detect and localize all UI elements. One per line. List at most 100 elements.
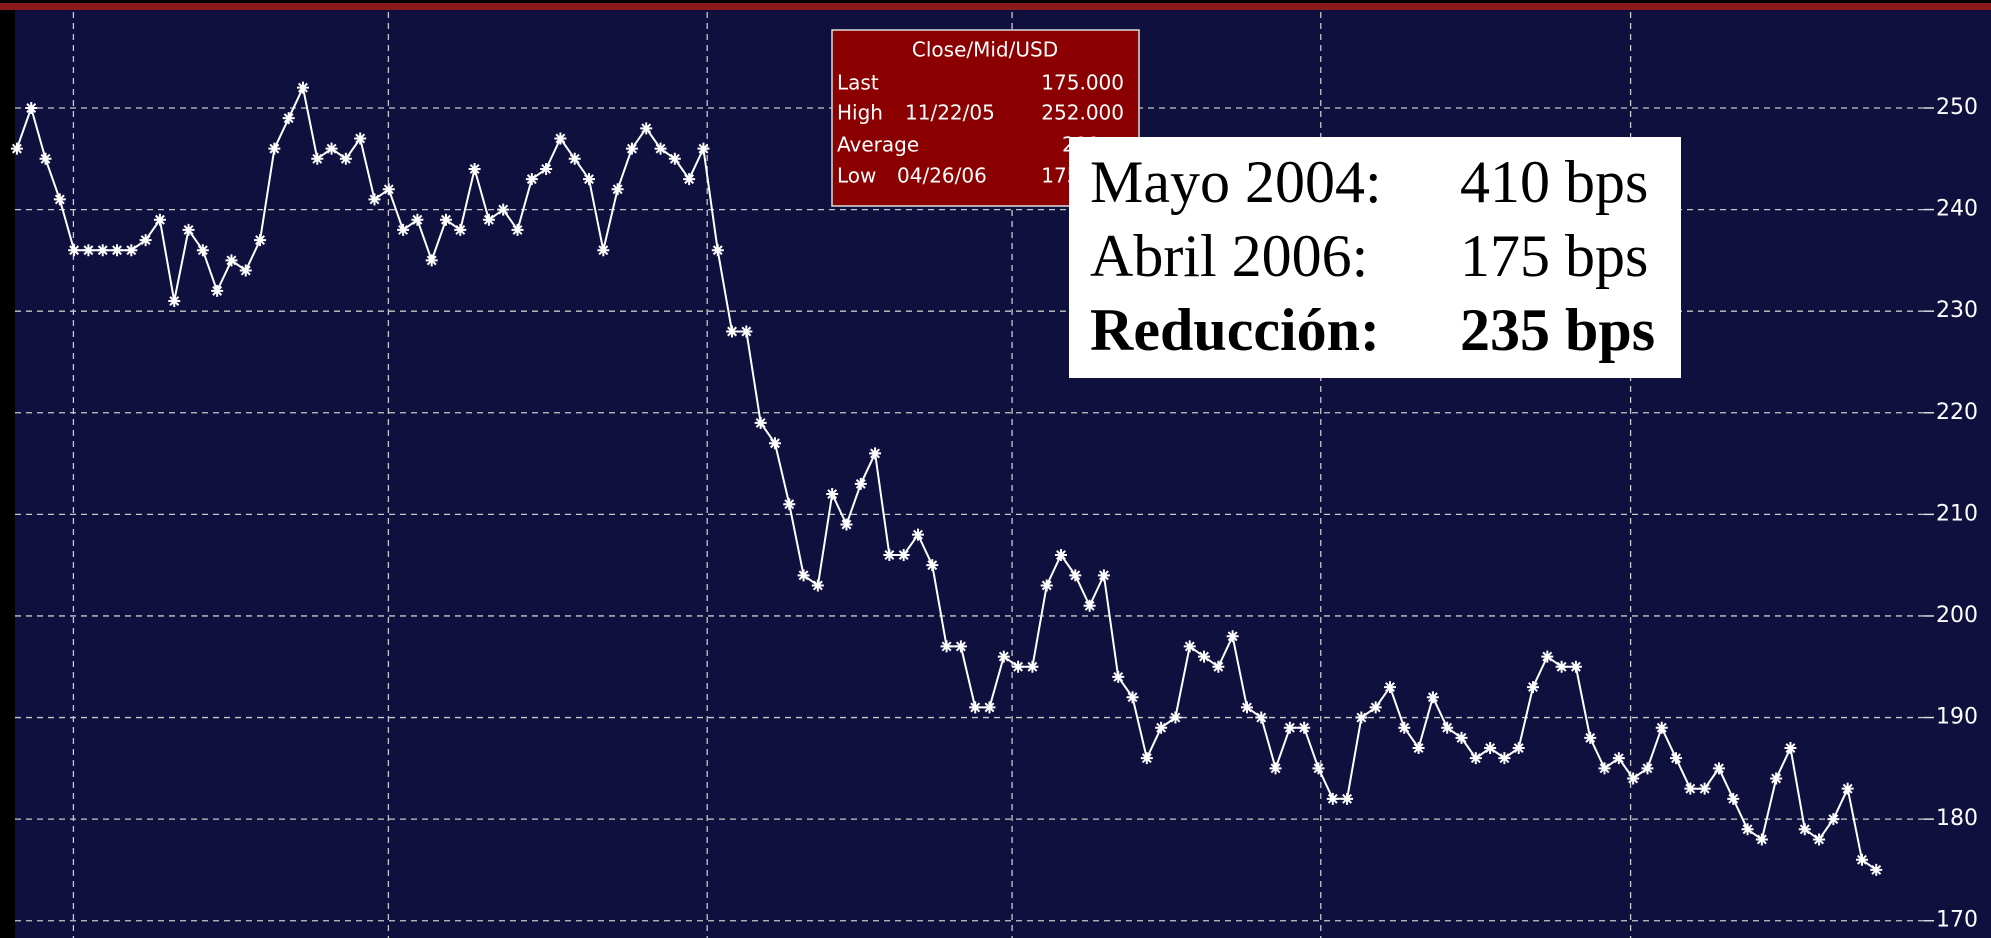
point-marker [1655,721,1668,734]
point-marker [1484,742,1497,755]
point-marker [482,213,495,226]
point-marker [597,244,610,257]
point-marker [39,152,52,165]
point-marker [1841,782,1854,795]
point-marker [1426,691,1439,704]
point-marker [940,640,953,653]
y-tick-label: 220 [1936,400,1978,425]
point-marker [411,213,424,226]
annotation-label: Reducción: [1090,297,1380,363]
point-marker [68,244,81,257]
point-marker [1412,742,1425,755]
point-marker [568,152,581,165]
point-marker [1541,650,1554,663]
point-marker [768,437,781,450]
annotation-value: 410 bps [1460,149,1648,215]
point-marker [211,284,224,297]
point-marker [540,162,553,175]
point-marker [268,142,281,155]
point-marker [153,213,166,226]
point-marker [439,213,452,226]
legend-label: Last [837,71,879,95]
point-marker [1026,660,1039,673]
point-marker [1183,640,1196,653]
point-marker [339,152,352,165]
point-marker [1627,772,1640,785]
point-marker [1169,711,1182,724]
point-marker [1255,711,1268,724]
point-marker [1398,721,1411,734]
point-marker [1598,762,1611,775]
point-marker [1212,660,1225,673]
point-marker [1670,752,1683,765]
point-marker [182,223,195,236]
point-marker [783,498,796,511]
point-marker [368,193,381,206]
point-marker [168,295,181,308]
point-marker [325,142,338,155]
point-marker [1312,762,1325,775]
point-marker [1097,569,1110,582]
point-marker [554,132,567,145]
point-marker [1641,762,1654,775]
point-marker [225,254,238,267]
point-marker [740,325,753,338]
point-marker [454,223,467,236]
annotation-label: Abril 2006: [1090,223,1368,289]
point-marker [1140,752,1153,765]
point-marker [983,701,996,714]
point-marker [969,701,982,714]
point-marker [1469,752,1482,765]
point-marker [1155,721,1168,734]
y-tick-label: 190 [1936,705,1978,730]
point-marker [1326,792,1339,805]
point-marker [897,549,910,562]
point-marker [1226,630,1239,643]
point-marker [511,223,524,236]
point-marker [1569,660,1582,673]
point-marker [139,234,152,247]
point-marker [1555,660,1568,673]
point-marker [468,162,481,175]
point-marker [1283,721,1296,734]
point-marker [583,173,596,186]
point-marker [1298,721,1311,734]
point-marker [497,203,510,216]
legend-date: 04/26/06 [897,164,987,188]
point-marker [1770,772,1783,785]
point-marker [854,477,867,490]
point-marker [1727,792,1740,805]
annotation-box [1069,137,1681,378]
point-marker [196,244,209,257]
point-marker [726,325,739,338]
legend-label: High [837,101,883,125]
point-marker [1712,762,1725,775]
point-marker [1698,782,1711,795]
point-marker [1441,721,1454,734]
point-marker [625,142,638,155]
point-marker [1527,681,1540,694]
point-marker [1112,670,1125,683]
y-tick-label: 240 [1936,197,1978,222]
point-marker [1855,853,1868,866]
point-marker [425,254,438,267]
legend-label: Low [837,164,876,188]
point-marker [1684,782,1697,795]
point-marker [1512,742,1525,755]
point-marker [1612,752,1625,765]
legend-value: 175.000 [1041,71,1124,95]
point-marker [826,488,839,501]
y-tick-label: 170 [1936,908,1978,933]
point-marker [111,244,124,257]
point-marker [1755,833,1768,846]
point-marker [397,223,410,236]
point-marker [1083,599,1096,612]
point-marker [1455,731,1468,744]
point-marker [1012,660,1025,673]
point-marker [382,183,395,196]
point-marker [954,640,967,653]
point-marker [311,152,324,165]
point-marker [1584,731,1597,744]
point-marker [1827,813,1840,826]
point-marker [282,112,295,125]
